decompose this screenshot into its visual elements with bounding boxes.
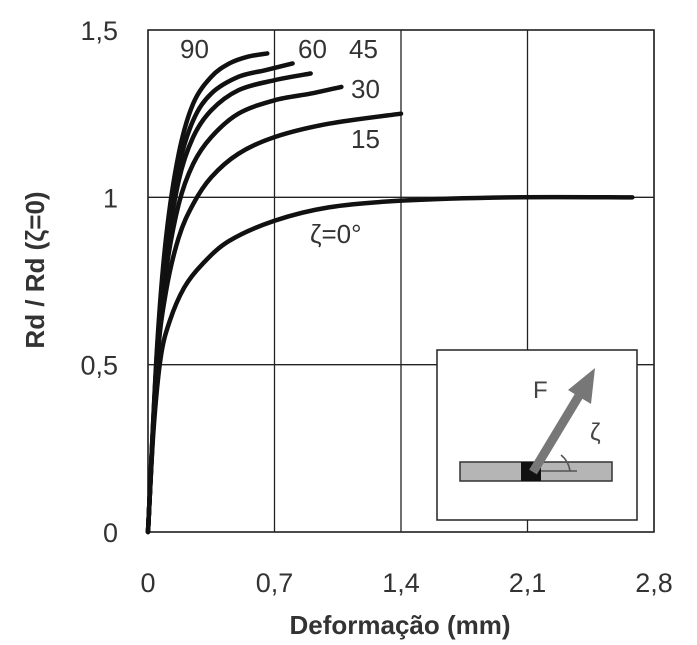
series-label: 45	[349, 34, 378, 64]
inset-frame	[436, 349, 638, 521]
y-tick-labels: 0 0,5 1 1,5	[80, 16, 118, 548]
x-tick-label: 1,4	[382, 568, 420, 598]
y-tick-label: 0	[103, 518, 118, 548]
y-tick-label: 1	[103, 183, 118, 213]
x-tick-label: 2,1	[509, 568, 547, 598]
y-tick-label: 1,5	[80, 16, 118, 46]
x-axis-title: Deformação (mm)	[289, 610, 510, 640]
force-arrow-head	[568, 368, 595, 404]
plot-frame	[147, 29, 655, 533]
y-axis-title: Rd / Rd (ζ=0)	[20, 191, 50, 348]
series-label: 30	[351, 74, 380, 104]
angle-arc	[560, 454, 571, 472]
series-label: 60	[298, 34, 327, 64]
series-label: 15	[351, 124, 380, 154]
series-labels: ζ=0° 15 30 45 60 90	[180, 34, 380, 249]
x-tick-label: 2,8	[635, 568, 673, 598]
x-tick-labels: 0 0,7 1,4 2,1 2,8	[140, 568, 672, 598]
x-tick-label: 0,7	[256, 568, 294, 598]
y-tick-label: 0,5	[80, 351, 118, 381]
force-arrow-shaft	[529, 391, 584, 475]
x-tick-label: 0	[140, 568, 155, 598]
series-line	[145, 51, 270, 535]
force-label: F	[533, 377, 548, 404]
series-label: ζ=0°	[310, 219, 362, 249]
series-line	[145, 71, 313, 535]
series-lines	[145, 51, 635, 535]
angle-label: ζ	[590, 419, 601, 446]
inset-diagram: F ζ	[436, 349, 638, 521]
series-line	[145, 61, 295, 535]
series-label: 90	[180, 34, 209, 64]
